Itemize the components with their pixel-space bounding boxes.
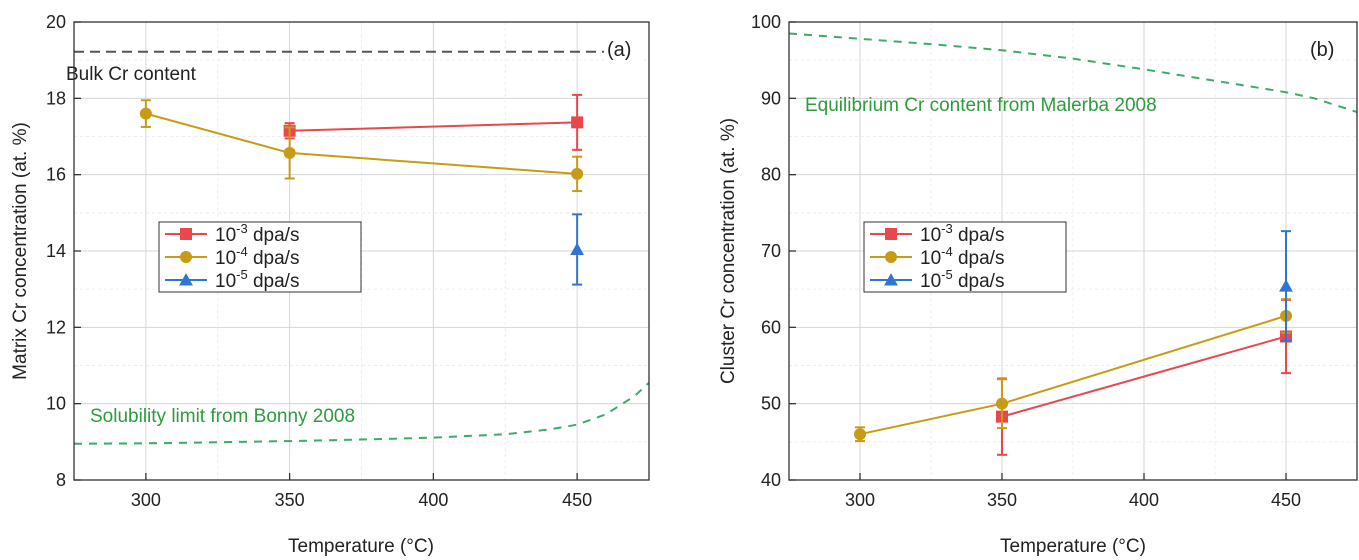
panel-a-series [139,93,585,286]
panel-a-tag: (a) [607,39,631,61]
legend-label: 10-4 dpa/s [920,244,1004,269]
x-tick-label: 300 [131,490,161,510]
x-tick-label: 300 [845,490,875,510]
data-point-circle [996,397,1008,410]
legend-label: 10-5 dpa/s [215,267,299,292]
panel-a-legend: 10-3 dpa/s10-4 dpa/s10-5 dpa/s [158,221,362,293]
x-tick-label: 400 [1129,490,1159,510]
data-point-square [885,228,897,240]
series-line [289,121,578,132]
panel-b-legend: 10-3 dpa/s10-4 dpa/s10-5 dpa/s [863,221,1067,293]
panel-a-reference-lines [73,50,650,445]
y-tick-label: 90 [761,88,781,108]
legend-label: 10-3 dpa/s [215,221,299,246]
legend-item: 10-4 dpa/s [165,244,299,269]
panel-b-tag: (b) [1310,39,1334,61]
data-point-triangle [570,242,585,255]
y-tick-label: 70 [761,241,781,261]
y-tick-label: 16 [46,165,66,185]
legend-item: 10-4 dpa/s [870,244,1004,269]
x-tick-label: 450 [562,490,592,510]
y-tick-label: 10 [46,394,66,414]
y-tick-label: 80 [761,165,781,185]
panel-b-ticks: 300 350 400 450 40 50 60 70 80 90 100 [751,12,1301,510]
data-point-circle [854,428,866,441]
x-tick-label: 450 [1271,490,1301,510]
reference-line [788,32,1358,114]
y-tick-label: 100 [751,12,781,32]
data-point-circle [571,167,584,180]
reference-line [73,381,650,445]
legend-item: 10-3 dpa/s [870,221,1004,246]
data-point-circle [283,146,296,159]
data-point-square [180,228,192,240]
legend-item: 10-5 dpa/s [165,267,299,292]
equilibrium-cr-label: Equilibrium Cr content from Malerba 2008 [805,95,1157,116]
panel-a-ticks: 300 350 400 450 8 10 12 14 16 18 20 [46,12,592,510]
panel-a-tag-bg [604,34,644,64]
data-point-triangle [1279,279,1293,292]
series-line [1001,335,1287,418]
y-tick-label: 18 [46,88,66,108]
data-point-triangle [884,273,898,286]
bulk-cr-label: Bulk Cr content [66,64,197,85]
panel-b-reference-lines [788,32,1358,114]
panel-b-x-axis-title: Temperature (°C) [1000,536,1146,557]
panel-b: Equilibrium Cr content from Malerba 2008… [718,12,1358,557]
data-point-circle [885,251,897,263]
y-tick-label: 8 [56,470,66,490]
panel-a-y-axis-title: Matrix Cr concentration (at. %) [10,122,31,380]
legend-item: 10-3 dpa/s [165,221,299,246]
y-tick-label: 40 [761,470,781,490]
legend-label: 10-5 dpa/s [920,267,1004,292]
panel-b-series [854,230,1293,456]
data-point-triangle [179,273,193,286]
series-line [859,314,1287,436]
x-tick-label: 400 [418,490,448,510]
y-tick-label: 50 [761,394,781,414]
legend-item: 10-5 dpa/s [870,267,1004,292]
y-tick-label: 20 [46,12,66,32]
y-tick-label: 14 [46,241,66,261]
solubility-limit-label: Solubility limit from Bonny 2008 [90,406,355,427]
x-tick-label: 350 [275,490,305,510]
data-point-circle [180,251,192,263]
panel-a-x-axis-title: Temperature (°C) [288,536,434,557]
data-point-circle [139,107,152,120]
panel-b-y-axis-title: Cluster Cr concentration (at. %) [718,118,739,384]
y-tick-label: 60 [761,317,781,337]
y-tick-label: 12 [46,317,66,337]
x-tick-label: 350 [987,490,1017,510]
data-point-square [571,116,584,129]
panel-a: Bulk Cr content Solubility limit from Bo… [10,12,650,557]
legend-label: 10-3 dpa/s [920,221,1004,246]
legend-label: 10-4 dpa/s [215,244,299,269]
